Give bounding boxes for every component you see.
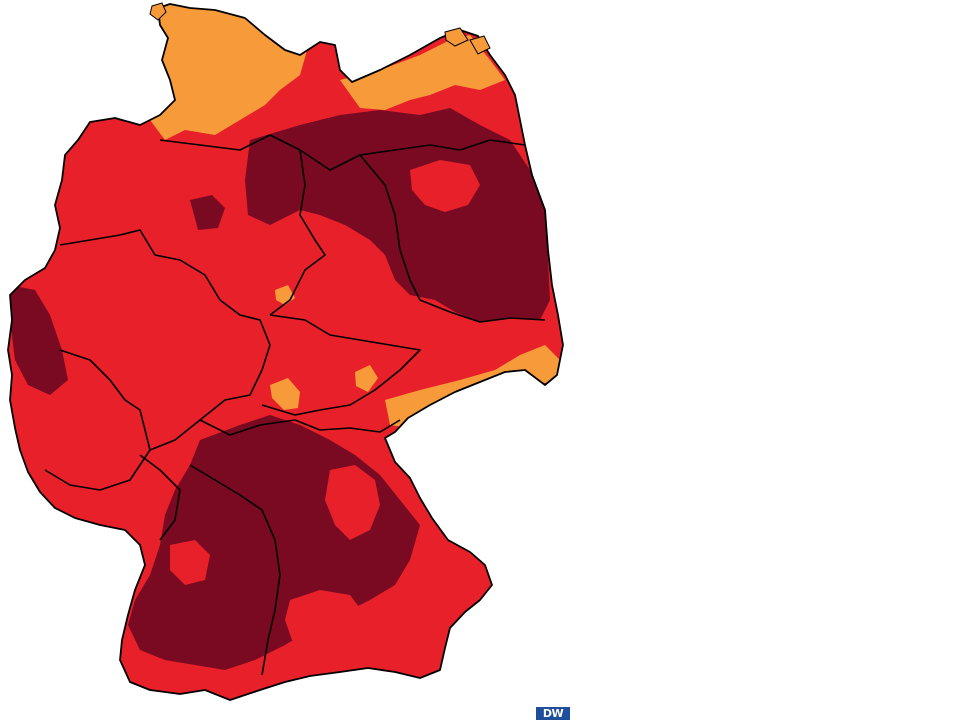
border-hesse (149, 299, 271, 451)
orange-spot-central (270, 378, 300, 410)
north-sea-islands (149, 2, 491, 55)
orange-region-baltic-coast (340, 35, 505, 110)
border-nrw-east (59, 229, 221, 301)
border-lower-saxony-east (269, 149, 326, 316)
border-bw-west (139, 454, 181, 541)
border-brandenburg-west (359, 154, 421, 301)
border-rhineland (44, 349, 151, 491)
dark-region-west (10, 285, 68, 395)
dark-spot-lower-saxony (190, 195, 225, 230)
red-patch-bavaria (325, 465, 380, 540)
red-patch-brandenburg (410, 160, 480, 212)
red-patch-bw (170, 540, 210, 585)
dark-region-northeast (245, 108, 550, 322)
border-bw-bavaria (189, 464, 281, 676)
border-bavaria-north (199, 419, 401, 436)
orange-spot-thuringia (355, 365, 378, 392)
border-thuringia (261, 314, 421, 416)
broadcaster-logo: DW (536, 707, 570, 720)
border-saxony-north (419, 299, 546, 323)
border-north (159, 134, 526, 171)
red-patch-south (285, 590, 365, 650)
red-patch-alps (380, 620, 445, 672)
